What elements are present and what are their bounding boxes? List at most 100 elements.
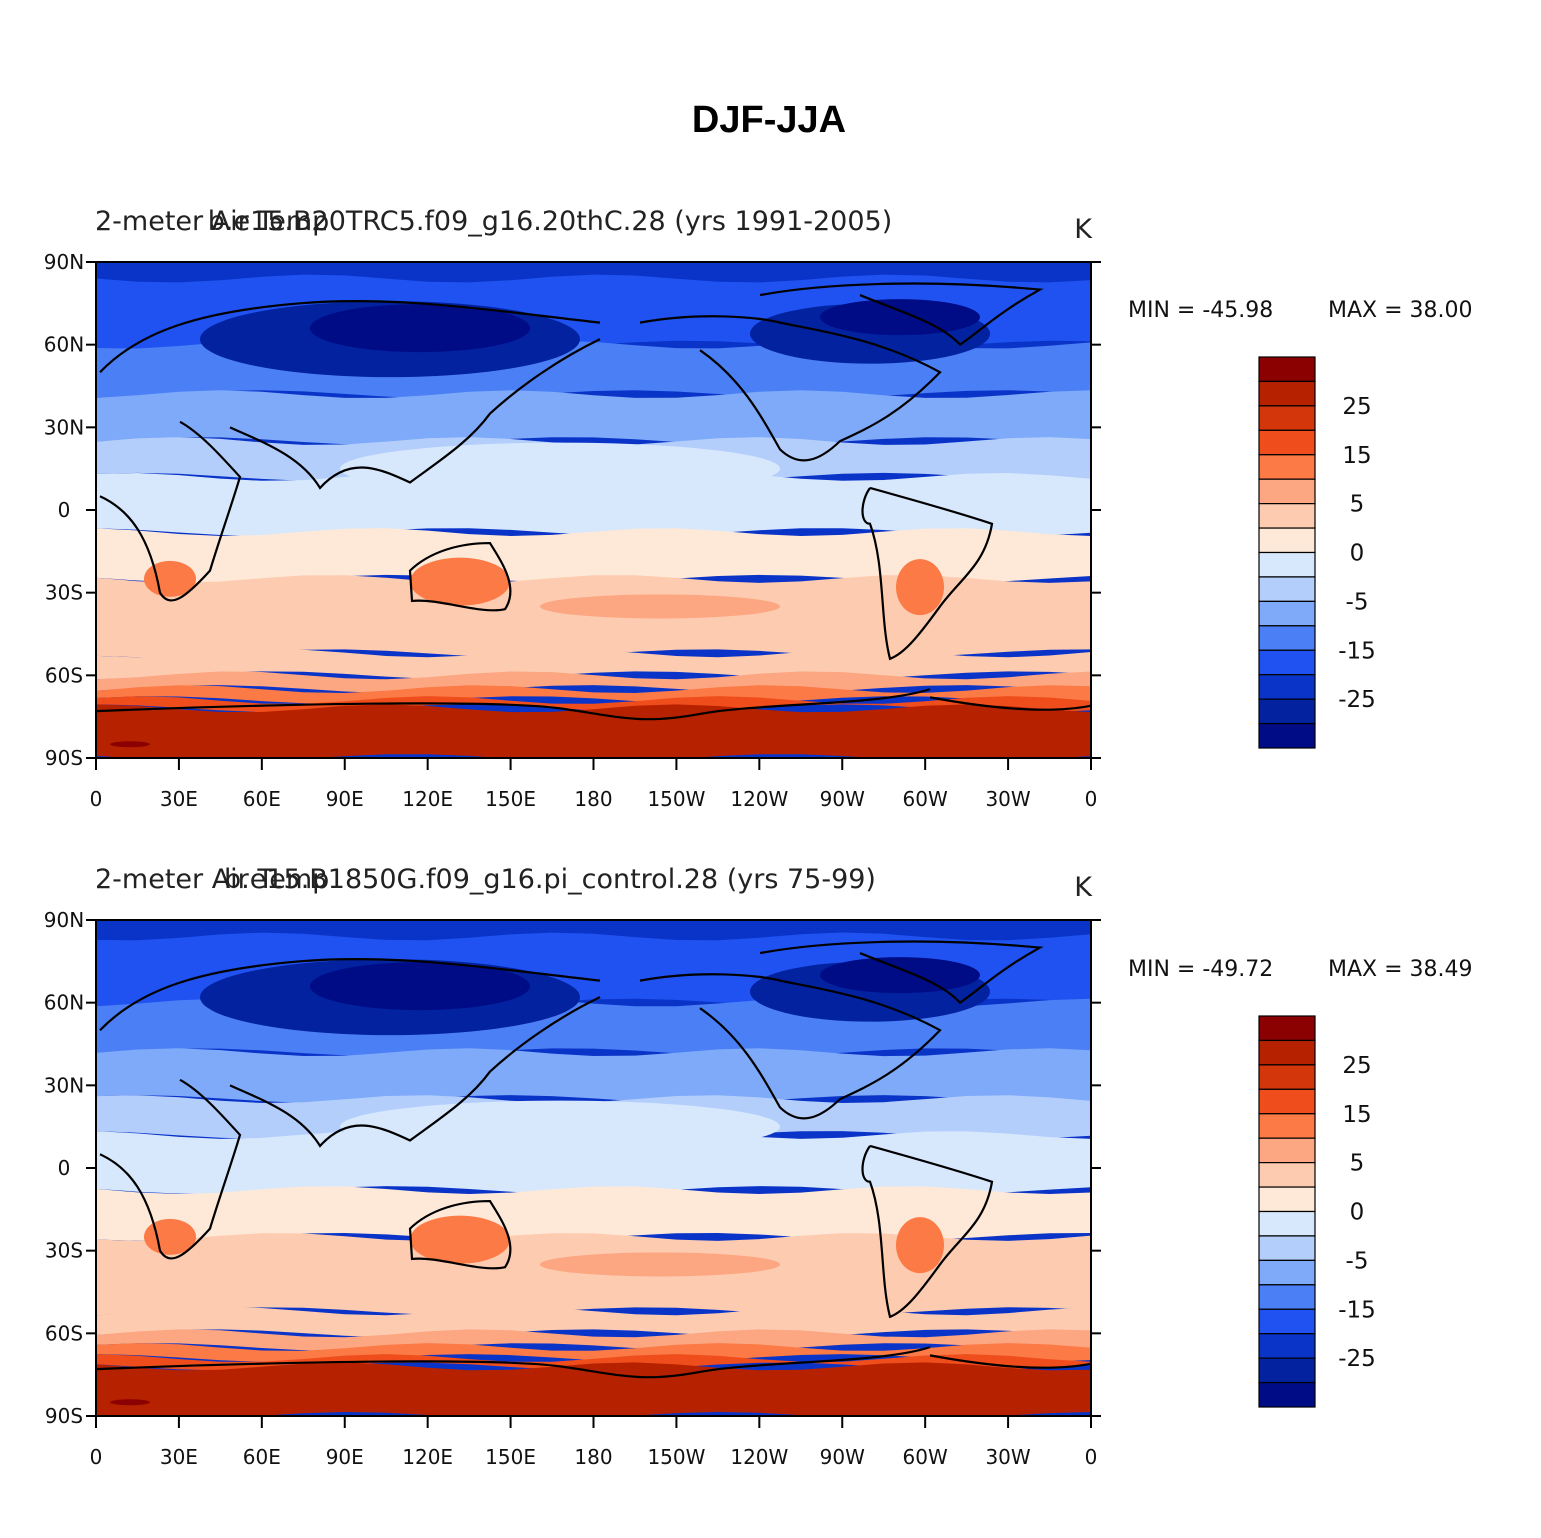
colorbar-swatch [1258,698,1316,725]
lon-tick-label: 180 [574,1445,612,1469]
map-panel-1: 2-meter Air Temp b.e15.B20TRC5.f09_g16.2… [44,206,1473,811]
panel-left-string: 2-meter Air Temp [95,206,329,237]
coastline [408,1199,512,1270]
pacific-band [340,442,780,495]
colorbar-label: 15 [1342,1102,1371,1128]
colorbar-label: -15 [1338,1297,1376,1323]
colorbar-label: 25 [1342,394,1371,420]
coastline [759,940,1044,1005]
lon-tick-label: 120E [402,1445,453,1469]
colorbar-swatch [1258,1015,1316,1042]
lon-tick-label: 180 [574,787,612,811]
colorbar-swatch [1258,1137,1316,1164]
lon-tick-label: 30E [160,787,198,811]
lat-tick-label: 30S [45,1239,83,1263]
canada-coldest-core [820,299,980,336]
colorbar-swatch [1258,1113,1316,1139]
colorbar-swatch [1258,405,1316,431]
lon-tick-label: 150E [485,1445,536,1469]
colorbar-label: -15 [1338,638,1376,664]
colorbar-swatch [1258,1333,1316,1359]
colorbar-label: 25 [1342,1053,1371,1079]
temperature-band [96,649,1091,680]
colorbar-swatch [1258,600,1316,627]
coastline [96,1346,1091,1379]
lon-tick-label: 60W [903,1445,948,1469]
lat-tick-label: 0 [58,1156,71,1180]
coastline [99,420,242,602]
lon-tick-label: 60E [243,1445,281,1469]
coastline [861,486,994,661]
temperature-field [96,262,1091,758]
colorbar-swatch [1258,527,1316,554]
colorbar-swatch [1258,1088,1316,1115]
lat-tick-label: 60S [45,1321,83,1345]
colorbar-label: -5 [1346,1248,1369,1274]
colorbar-swatch [1258,1210,1316,1237]
lon-tick-label: 0 [90,787,103,811]
coastline [96,688,1091,721]
coastline [99,958,601,1148]
panel-left-string: 2-meter Air Temp [95,864,329,895]
south-pacific-warm-region [540,1252,780,1277]
lat-tick-label: 60N [44,991,84,1015]
lat-tick-label: 60S [45,663,83,687]
south-africa-warm-region [144,1218,196,1255]
colorbar-swatch [1258,454,1316,480]
lon-tick-label: 90E [326,1445,364,1469]
lat-tick-label: 30S [45,581,83,605]
temperature-band [96,473,1091,536]
temperature-band [96,1131,1091,1194]
panel-min-label: MIN = -45.98 [1128,298,1273,323]
colorbar-label: 5 [1350,1151,1365,1177]
colorbar-swatch [1258,356,1316,383]
lon-tick-label: 150E [485,787,536,811]
colorbar-swatch [1258,674,1316,700]
south-pacific-warm-region [540,594,780,619]
colorbar-label: 5 [1350,492,1365,518]
panel-min-label: MIN = -49.72 [1128,957,1273,982]
siberia-coldest-core [310,304,530,353]
lon-tick-label: 30W [985,1445,1030,1469]
temperature-band [96,1186,1091,1241]
colorbar-swatch [1258,625,1316,651]
lon-tick-label: 90W [820,787,865,811]
lon-tick-label: 30W [985,787,1030,811]
panel-max-label: MAX = 38.00 [1328,298,1473,323]
colorbar-swatch [1258,1381,1316,1408]
colorbar-label: 15 [1342,443,1371,469]
panel-max-label: MAX = 38.49 [1328,957,1473,982]
lat-tick-label: 90N [44,250,84,274]
temperature-band [96,1362,1091,1416]
coastline [759,282,1044,347]
temperature-band [96,685,1091,705]
antarctic-warm-spot [110,1399,150,1406]
colorbar-swatch [1258,722,1316,749]
lon-tick-label: 0 [1085,1445,1098,1469]
lon-tick-label: 150W [647,1445,705,1469]
coastline [99,300,601,490]
colorbar-swatch [1258,1186,1316,1213]
temperature-band [96,1329,1091,1352]
figure-title: DJF-JJA [692,99,846,141]
colorbar-swatch [1258,1039,1316,1066]
colorbar-swatch [1258,429,1316,456]
colorbar-label: 0 [1350,1200,1365,1226]
antarctic-warm-spot [110,741,150,748]
south-america-warm-region [896,559,944,616]
lon-tick-label: 0 [1085,787,1098,811]
temperature-band [96,528,1091,583]
temperature-band [96,671,1091,693]
coastline [639,315,942,462]
lon-tick-label: 60W [903,787,948,811]
lat-tick-label: 30N [44,415,84,439]
temperature-band [96,390,1091,446]
colorbar-swatch [1258,1308,1316,1335]
colorbar-swatch [1258,1259,1316,1286]
lon-tick-label: 90E [326,787,364,811]
lat-tick-label: 30N [44,1073,84,1097]
lon-tick-label: 60E [243,787,281,811]
temperature-band [96,1048,1091,1103]
temperature-band [96,1307,1091,1338]
lon-tick-label: 120W [730,1445,788,1469]
